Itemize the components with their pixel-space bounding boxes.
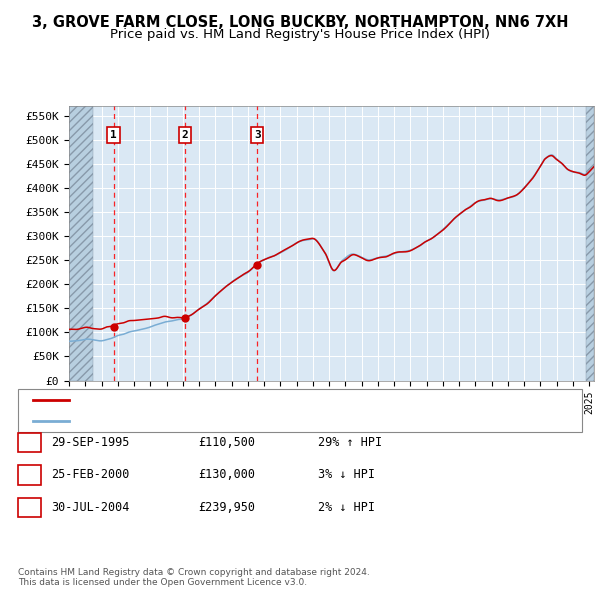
Text: Contains HM Land Registry data © Crown copyright and database right 2024.
This d: Contains HM Land Registry data © Crown c… xyxy=(18,568,370,587)
Text: 1: 1 xyxy=(110,130,117,140)
Text: 3: 3 xyxy=(254,130,260,140)
Text: 2: 2 xyxy=(182,130,188,140)
Text: 2% ↓ HPI: 2% ↓ HPI xyxy=(318,501,375,514)
Text: £110,500: £110,500 xyxy=(198,436,255,449)
Text: 25-FEB-2000: 25-FEB-2000 xyxy=(51,468,130,481)
Text: 1: 1 xyxy=(26,436,33,449)
Text: 3, GROVE FARM CLOSE, LONG BUCKBY, NORTHAMPTON, NN6 7XH (detached house): 3, GROVE FARM CLOSE, LONG BUCKBY, NORTHA… xyxy=(75,395,511,405)
Text: HPI: Average price, detached house, West Northamptonshire: HPI: Average price, detached house, West… xyxy=(75,417,392,426)
Text: Price paid vs. HM Land Registry's House Price Index (HPI): Price paid vs. HM Land Registry's House … xyxy=(110,28,490,41)
Text: 3% ↓ HPI: 3% ↓ HPI xyxy=(318,468,375,481)
Text: 30-JUL-2004: 30-JUL-2004 xyxy=(51,501,130,514)
Text: 29-SEP-1995: 29-SEP-1995 xyxy=(51,436,130,449)
Text: 3: 3 xyxy=(26,501,33,514)
Text: £239,950: £239,950 xyxy=(198,501,255,514)
Text: 29% ↑ HPI: 29% ↑ HPI xyxy=(318,436,382,449)
Text: 3, GROVE FARM CLOSE, LONG BUCKBY, NORTHAMPTON, NN6 7XH: 3, GROVE FARM CLOSE, LONG BUCKBY, NORTHA… xyxy=(32,15,568,30)
Text: £130,000: £130,000 xyxy=(198,468,255,481)
Text: 2: 2 xyxy=(26,468,33,481)
